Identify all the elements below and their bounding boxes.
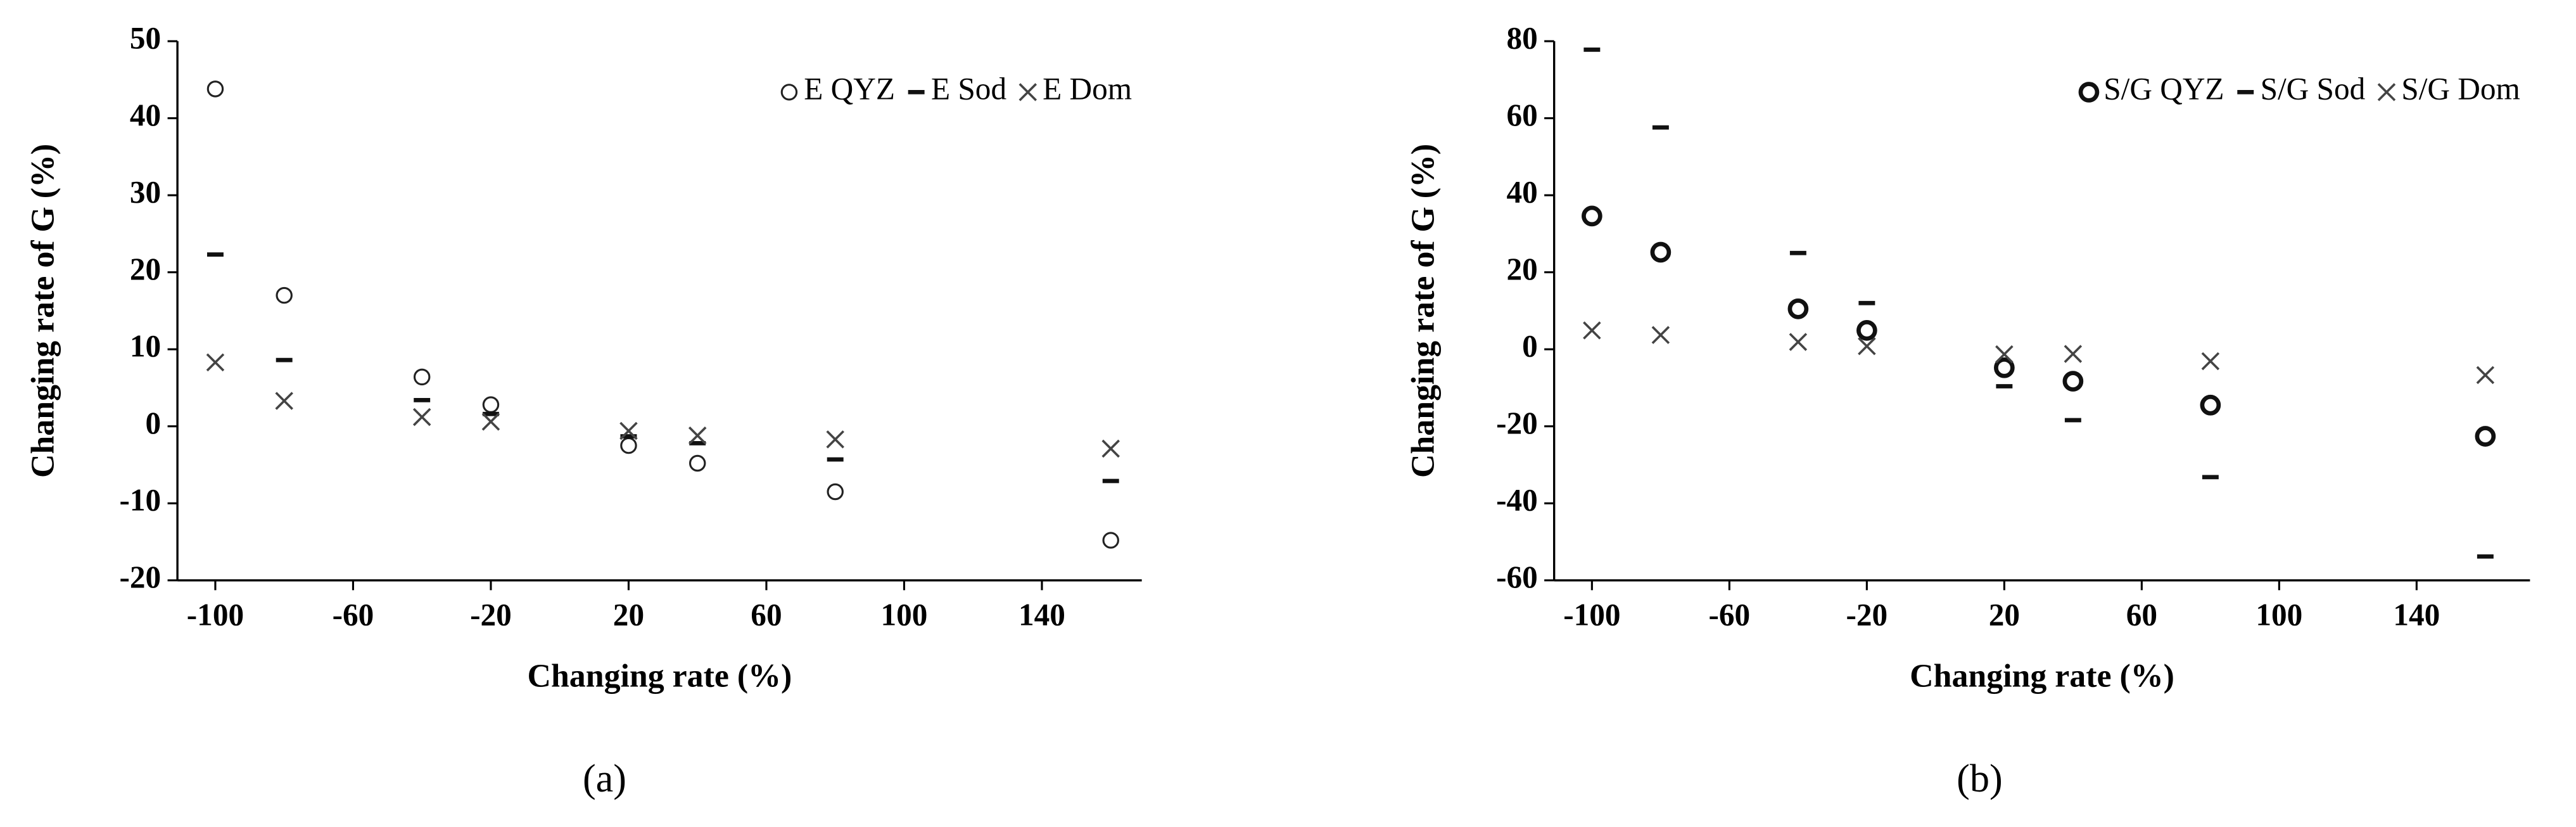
caption: (a): [583, 757, 626, 800]
point: [1583, 321, 1601, 340]
point: [688, 426, 707, 445]
point: [827, 483, 844, 501]
point: [413, 368, 431, 386]
x-tick-label: -20: [1846, 598, 1888, 632]
y-tick-label: 50: [130, 20, 161, 55]
point: [2201, 352, 2220, 371]
legend-symbol: [780, 84, 798, 101]
point: [826, 430, 844, 449]
point: [619, 421, 638, 440]
legend-symbol: [1018, 83, 1037, 101]
x-tick-label: 100: [2256, 598, 2302, 632]
point: [206, 80, 224, 98]
legend-symbol: [2078, 82, 2100, 103]
point: [1102, 532, 1119, 549]
point: [412, 407, 431, 426]
x-tick-label: -20: [470, 598, 512, 632]
x-axis-label: Changing rate (%): [1910, 658, 2174, 694]
x-axis-label: Changing rate (%): [528, 658, 792, 694]
x-tick-label: 20: [1989, 598, 2020, 632]
y-tick-label: 10: [130, 328, 161, 363]
point: [1856, 320, 1877, 341]
y-tick-label: -60: [1496, 560, 1538, 594]
point: [481, 413, 500, 431]
x-tick-label: 140: [2393, 598, 2440, 632]
point: [688, 454, 706, 472]
y-tick-label: 80: [1506, 20, 1537, 55]
point: [276, 286, 293, 304]
point: [1650, 241, 1672, 263]
point: [1994, 357, 2015, 378]
y-tick-label: -20: [120, 560, 162, 594]
point: [1582, 205, 1602, 227]
y-tick-label: 40: [130, 98, 161, 132]
legend: S/G QYZ S/G Sod S/G Dom: [2078, 72, 2520, 106]
y-tick-label: -10: [120, 483, 162, 518]
point: [2200, 394, 2221, 416]
y-tick-label: 40: [1506, 174, 1537, 209]
point: [1858, 337, 1876, 356]
point: [482, 396, 500, 413]
x-tick-label: 100: [881, 598, 928, 632]
x-tick-label: -100: [187, 598, 244, 632]
legend-label: S/G Sod: [2261, 72, 2366, 106]
point: [206, 353, 225, 372]
caption: (b): [1957, 757, 2003, 800]
point: [1101, 439, 1120, 458]
point: [2475, 426, 2496, 447]
y-tick-label: 30: [130, 174, 161, 209]
y-tick-label: -20: [1496, 406, 1538, 440]
x-tick-label: -100: [1563, 598, 1620, 632]
x-tick-label: 60: [2126, 598, 2157, 632]
point: [1995, 345, 2014, 364]
y-axis-label: Changing rate of G (%): [1405, 144, 1441, 478]
y-tick-label: 20: [130, 252, 161, 286]
legend-label: E QYZ: [804, 72, 895, 106]
point: [1651, 326, 1670, 344]
legend: E QYZ E Sod E Dom: [780, 72, 1132, 106]
y-tick-label: -40: [1496, 483, 1538, 518]
point: [620, 437, 637, 454]
y-tick-label: 20: [1506, 252, 1537, 286]
point: [2476, 366, 2495, 385]
point: [275, 392, 293, 410]
point: [2062, 371, 2084, 392]
x-tick-label: 20: [613, 598, 644, 632]
x-tick-label: -60: [333, 598, 374, 632]
y-tick-label: 0: [1522, 328, 1538, 363]
point: [2064, 345, 2083, 363]
legend-label: E Sod: [931, 72, 1006, 106]
legend-label: E Dom: [1043, 72, 1132, 106]
y-tick-label: 60: [1506, 98, 1537, 132]
chart: -60 -40 -20 0 20 40 60 80 -100 -60 -20 20 60 100 140 Ch…: [1405, 20, 2530, 800]
x-tick-label: -60: [1709, 598, 1751, 632]
legend-label: S/G Dom: [2401, 72, 2520, 106]
legend-symbol: [2377, 83, 2396, 101]
x-tick-label: 60: [751, 598, 782, 632]
y-axis-label: Changing rate of G (%): [25, 144, 61, 478]
y-tick-label: 0: [146, 406, 162, 440]
point: [1787, 298, 1809, 319]
legend-label: S/G QYZ: [2103, 72, 2224, 106]
point: [1789, 333, 1808, 351]
x-tick-label: 140: [1018, 598, 1065, 632]
